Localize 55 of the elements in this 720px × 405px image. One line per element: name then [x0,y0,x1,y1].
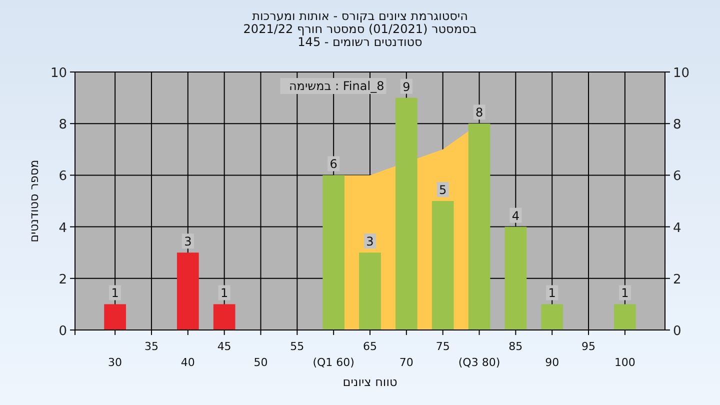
y-tick-label: 4 [58,220,67,236]
x-tick-label: 85 [508,340,523,353]
bar [176,252,199,330]
y-tick-label: 8 [58,118,67,133]
chart-subtitle: בסמסטר (01/2021) סמסטר חורף 2021/22 סטודנטים רשומים - 145 [243,22,477,49]
data-label: 5 [439,183,447,197]
bar [104,304,126,330]
bar [432,201,454,330]
data-label: 6 [330,157,338,172]
x-tick-label: (Q3 80) [458,356,500,369]
data-label: 4 [512,208,520,223]
x-tick-label: 75 [436,340,450,353]
y-tick-label: 2 [58,272,67,288]
bar [322,175,345,330]
data-label: 8 [475,106,484,120]
data-label: 1 [621,286,629,300]
y2-tick-label: 2 [673,272,682,288]
x-axis-title: טווח ציונים [342,375,398,389]
bar [541,304,564,330]
y-tick-label: 6 [58,169,67,184]
y-axis-title: מספר סטודנטים [27,160,41,242]
bar [359,252,381,330]
x-tick-label: 35 [144,340,158,353]
data-label: 3 [366,234,374,249]
x-tick-label: 70 [399,356,414,369]
annotation: במשימה : Final_8 [288,79,384,93]
bar [213,304,236,330]
annotation: במשימה : Final_8 [280,78,386,94]
x-tick-label: 55 [290,340,304,353]
chart-title: היסטוגרמת ציונים בקורס - אותות ומערכות [252,9,468,23]
x-tick-label: 50 [254,356,268,369]
y-tick-label: 0 [58,324,67,339]
data-label: 3 [184,234,192,249]
x-tick-label: 90 [545,356,560,369]
data-label: 1 [548,286,556,300]
y2-tick-label: 4 [673,220,682,236]
data-label: 1 [111,286,119,300]
bar [395,98,418,330]
x-tick-label: 65 [363,340,377,353]
y2-tick-label: 0 [673,324,682,339]
y2-tick-label: 10 [673,66,690,81]
x-tick-label: 100 [614,356,636,369]
x-tick-label: 30 [108,356,122,369]
x-tick-label: (Q1 60) [312,356,354,369]
data-label: 9 [402,80,410,94]
bar [614,304,636,330]
x-tick-label: 95 [582,340,596,353]
x-tick-label: 40 [180,356,195,369]
bar [504,226,527,330]
x-tick-label: 45 [217,340,232,353]
data-label: 1 [220,286,228,300]
bar [468,124,490,330]
y2-tick-label: 6 [673,169,682,184]
y2-tick-label: 8 [673,118,682,133]
y-tick-label: 10 [50,66,67,81]
